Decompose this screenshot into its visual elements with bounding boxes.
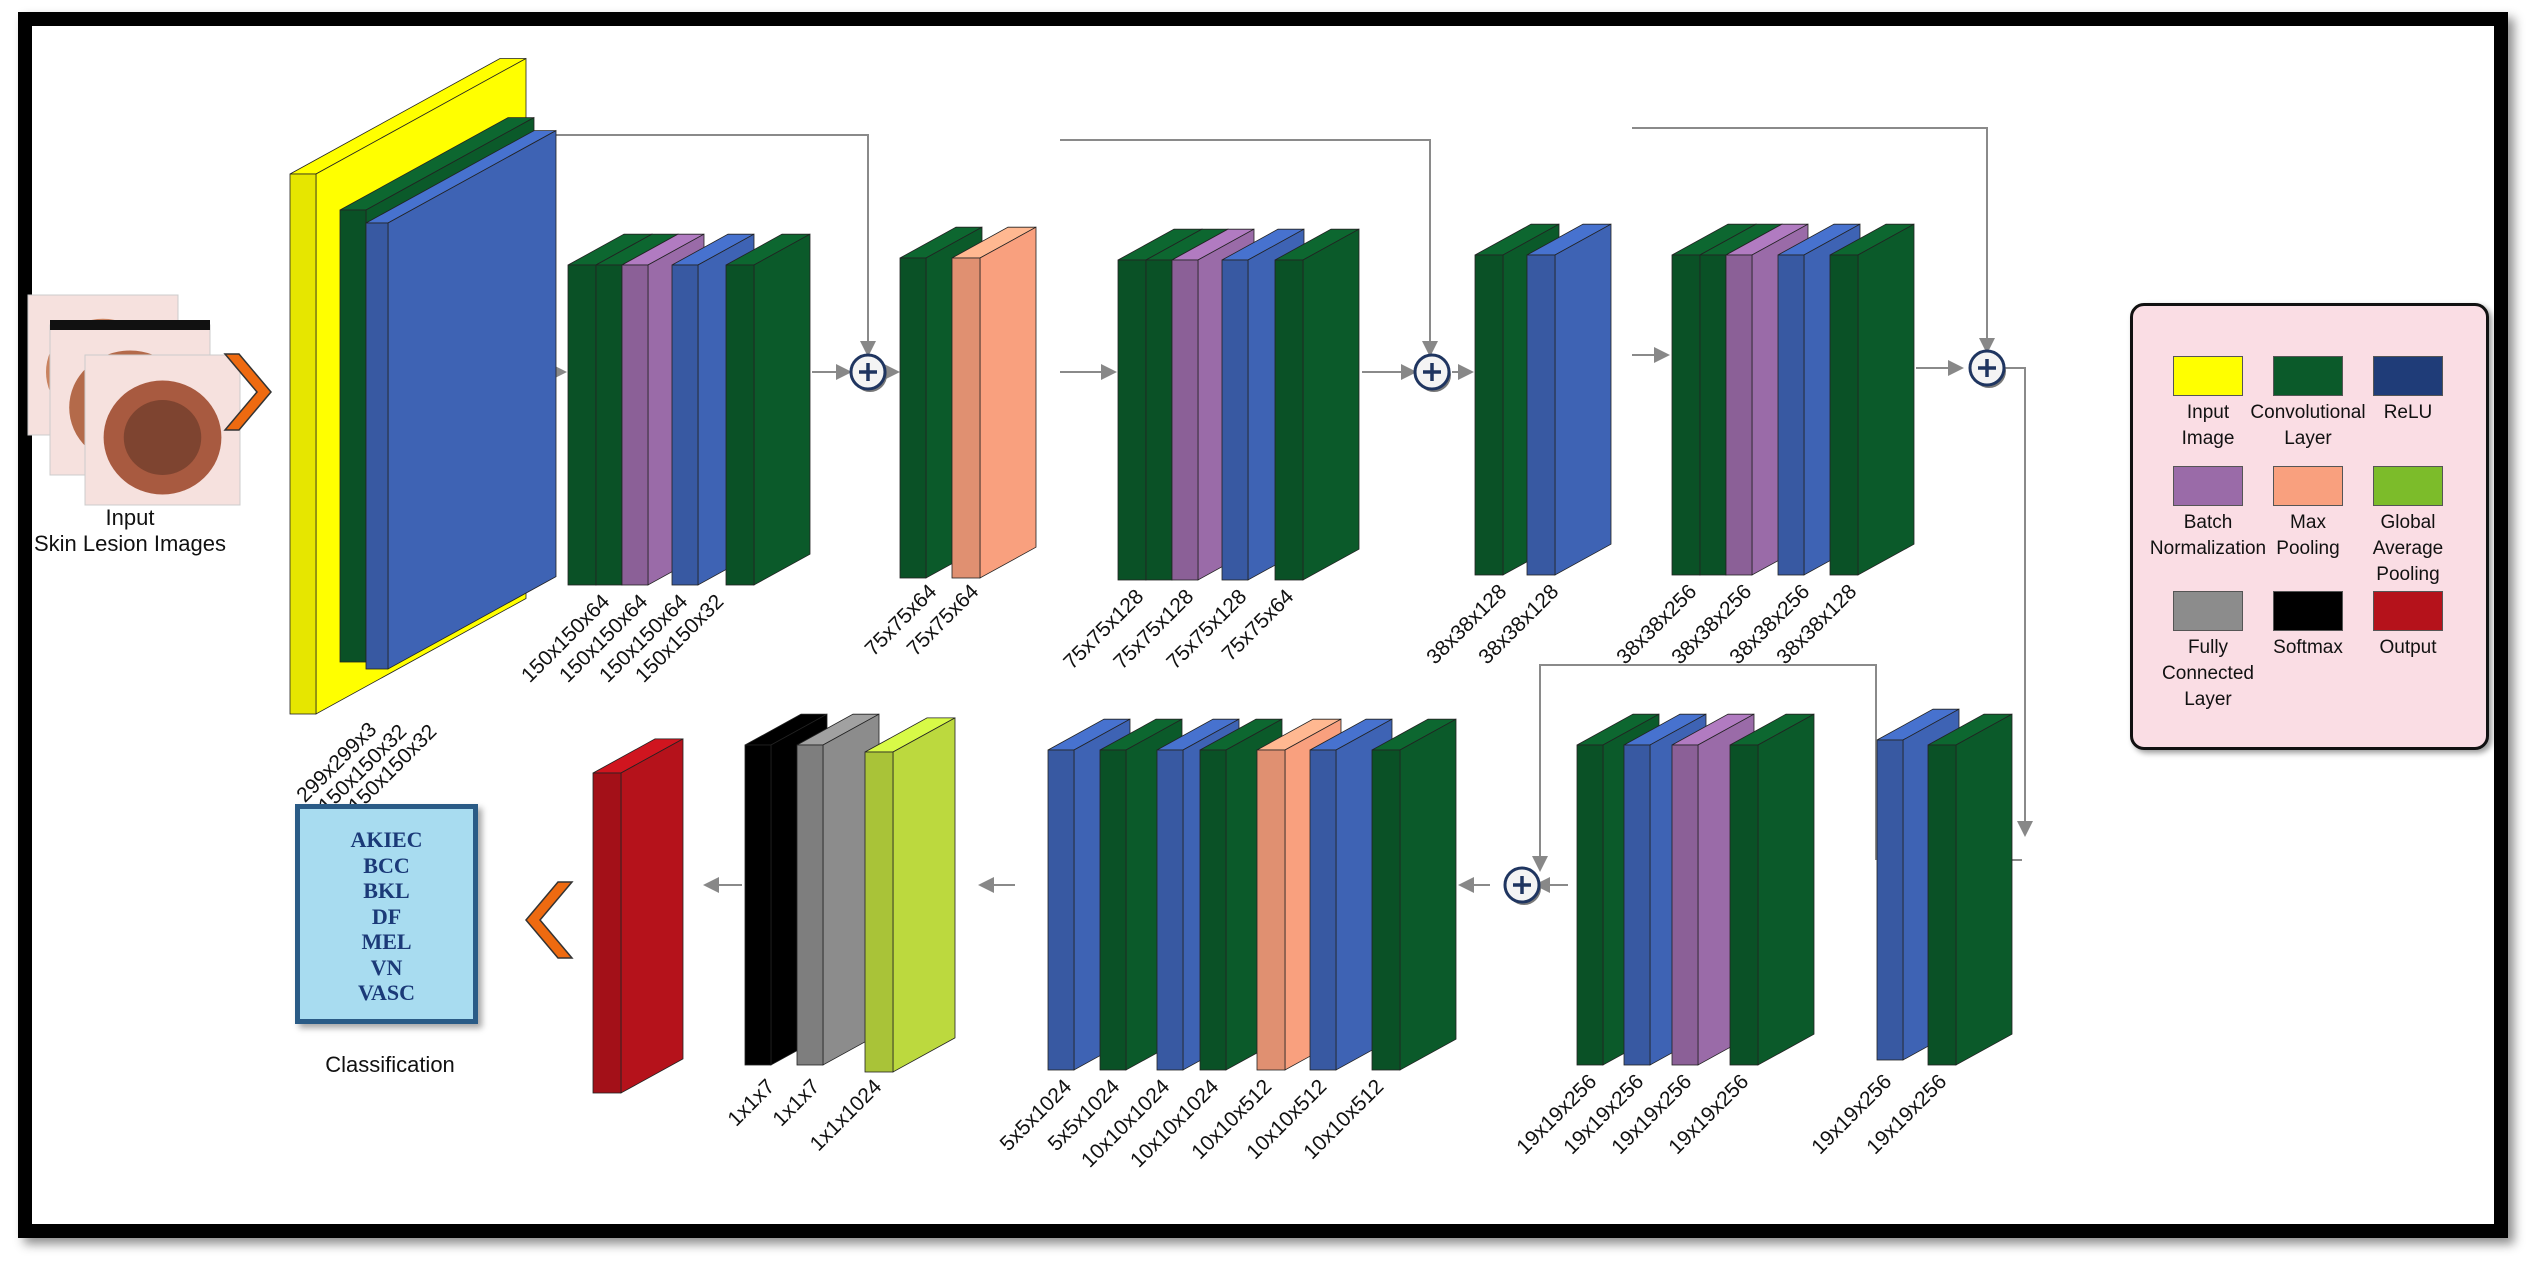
- input-title-line1: Input: [105, 505, 155, 530]
- legend-label-line: Batch: [2183, 512, 2233, 533]
- flow-down: [2005, 367, 2033, 837]
- output-arrow-icon: [525, 881, 574, 959]
- legend-label-line: Image: [2181, 428, 2235, 449]
- addition-nodes: [849, 349, 2006, 905]
- legend-swatch: [2273, 591, 2343, 631]
- class-item: DF: [371, 903, 402, 929]
- legend-swatch: [2373, 356, 2443, 396]
- legend-label: Output: [2343, 635, 2473, 661]
- add-node-2: [1413, 353, 1451, 392]
- legend-label-line: Layer: [2184, 689, 2232, 710]
- input-title: Input Skin Lesion Images: [30, 505, 230, 557]
- classification-box: AKIEC BCC BKL DF MEL VN VASC: [295, 804, 478, 1024]
- conv-5c: [1829, 223, 1915, 576]
- legend-swatch: [2373, 591, 2443, 631]
- legend-swatch: [2273, 466, 2343, 506]
- legend-label-line: Layer: [2284, 428, 2332, 449]
- legend-label-line: Pooling: [2376, 564, 2440, 585]
- class-list: AKIEC BCC BKL DF MEL VN VASC: [300, 827, 473, 1006]
- class-item: BCC: [363, 852, 410, 878]
- conv-6c: [1371, 718, 1457, 1071]
- legend-label: Input Image: [2143, 400, 2273, 452]
- legend-label-line: ReLU: [2383, 402, 2433, 423]
- legend: Input Image Convolutional Layer ReLU Batch Nor…: [2130, 303, 2489, 750]
- classification-title: Classification: [325, 1052, 455, 1077]
- legend-label: ReLU: [2343, 400, 2473, 426]
- lesion-image-3: [84, 354, 241, 506]
- class-item: BKL: [363, 878, 410, 903]
- legend-label: Global Average Pooling: [2343, 510, 2473, 588]
- legend-label-line: Convolutional: [2250, 402, 2366, 423]
- legend-label: Convolutional Layer: [2243, 400, 2373, 452]
- relu-layer-input: [365, 129, 557, 670]
- add-node-3: [1968, 349, 2006, 388]
- legend-label-line: Pooling: [2276, 538, 2340, 559]
- legend-swatch: [2373, 466, 2443, 506]
- legend-swatch: [2173, 356, 2243, 396]
- legend-label: Max Pooling: [2243, 510, 2373, 562]
- legend-label: Batch Normalization: [2143, 510, 2273, 562]
- input-arrow-icon: [223, 353, 272, 431]
- skip-4: [1532, 664, 1877, 872]
- legend-label-line: Softmax: [2273, 637, 2343, 658]
- class-item: VN: [370, 954, 403, 980]
- legend-label: Softmax: [2243, 635, 2373, 661]
- skip-2: [1060, 139, 1438, 357]
- relu-4: [1526, 223, 1612, 576]
- legend-label-line: Connected: [2162, 663, 2254, 684]
- legend-label-line: Max: [2290, 512, 2326, 533]
- conv-8: [1927, 713, 2013, 1066]
- legend-label-line: Normalization: [2149, 538, 2267, 559]
- legend-label-line: Global: [2380, 512, 2436, 533]
- skip-1: [545, 134, 876, 357]
- legend-swatch: [2273, 356, 2343, 396]
- input-title-line2: Skin Lesion Images: [34, 531, 226, 556]
- legend-label-line: Input: [2186, 402, 2230, 423]
- gap-layer: [864, 717, 956, 1073]
- legend-swatch: [2173, 591, 2243, 631]
- layer-blocks: [289, 57, 2013, 1094]
- add-node-1: [849, 353, 887, 392]
- conv-7b: [1729, 713, 1815, 1066]
- legend-label-line: Fully: [2187, 637, 2229, 658]
- class-item: VASC: [357, 980, 416, 1005]
- legend-label: Fully Connected Layer: [2143, 635, 2273, 713]
- legend-swatch: [2173, 466, 2243, 506]
- add-node-4: [1503, 866, 1541, 905]
- misc-graphics: [27, 294, 574, 959]
- legend-label-line: Output: [2379, 637, 2437, 658]
- skip-3: [1632, 127, 1995, 354]
- conv-3c: [1274, 228, 1360, 581]
- output-layer: [592, 738, 684, 1094]
- class-item: AKIEC: [350, 827, 423, 852]
- legend-label-line: Average: [2372, 538, 2444, 559]
- hair-artifact: [50, 320, 210, 330]
- class-item: MEL: [361, 929, 412, 954]
- maxpool-2: [951, 226, 1037, 579]
- conv-1c: [725, 233, 811, 586]
